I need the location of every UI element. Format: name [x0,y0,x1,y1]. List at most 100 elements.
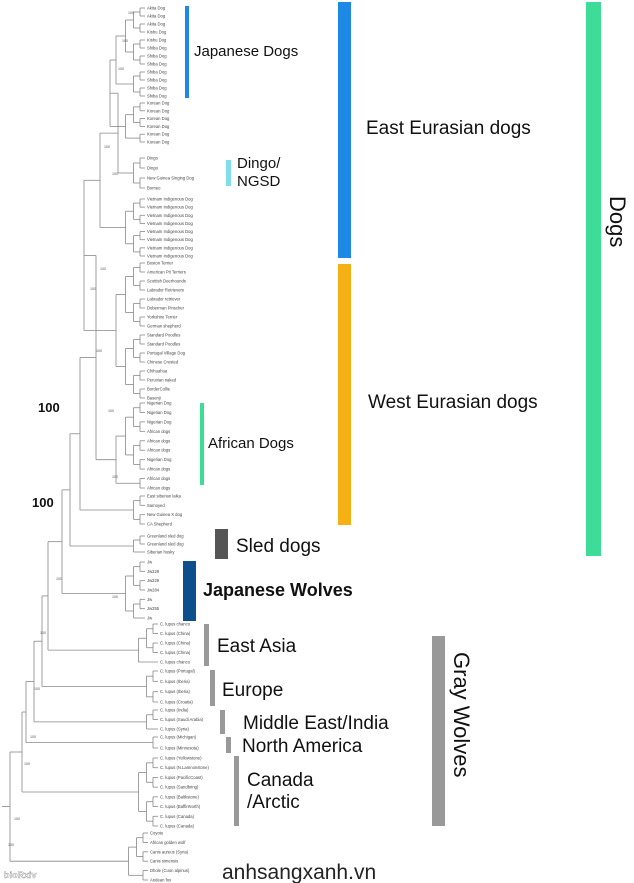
leaf-label: Shiba Dog [147,70,167,75]
leaf-label: Standard Poodles [147,333,180,338]
leaf-label: Vietnam Indigenous Dog [147,221,193,226]
leaf-label: C. lupus chanco [160,660,191,665]
leaf-label: C. lupus (China) [160,641,191,646]
bootstrap-label-bottom: 100 [32,495,54,510]
dingo-label-line2: NGSD [237,173,281,190]
japanese-wolves-bar [183,561,196,621]
african-dogs-label: African Dogs [208,435,294,452]
bootstrap-value: 100 [122,39,128,43]
leaf-label: Jw [147,616,153,621]
leaf-label: C. lupus (N.Lamnonstone) [160,765,209,770]
leaf-label: Kishu Dog [147,30,167,35]
gray-wolves-bar [432,636,445,826]
europe-label: Europe [222,680,283,701]
leaf-label: Akita Dog [147,14,166,19]
west-eurasian-label: West Eurasian dogs [368,392,538,413]
bootstrap-value: 100 [104,145,110,149]
leaf-label: Jw255 [147,606,160,611]
leaf-label: Labrador Retrievers [147,288,184,293]
dingo-label-line1: Dingo/ [237,155,281,172]
leaf-label: Greenland sled dog [147,542,184,547]
leaf-label: New Guinea Singing Dog [147,176,195,181]
leaf-label: African dogs [147,467,170,472]
leaf-label: Nigerian Dog [147,401,172,406]
leaf-label: C. lupus (Yellowstone) [160,756,202,761]
leaf-label: Chinese Crested [147,360,179,365]
leaf-label: East siberian laika [147,494,182,499]
japanese-dogs-bar [185,6,189,98]
east-asia-bar [204,624,209,666]
leaf-label: African dogs [147,448,170,453]
leaf-label: Greenland sled dog [147,534,184,539]
dingo-bar [226,160,231,186]
leaf-label: CA Shepherd [147,522,173,527]
leaf-label: Scottish Deerhounds [147,279,186,284]
leaf-label: Canis simensis [150,859,178,864]
leaf-label: Vietnam Indigenous Dog [147,197,193,202]
bootstrap-value: 100 [96,349,102,353]
leaf-label: Korean Dog [147,132,170,137]
bootstrap-value: 100 [34,687,40,691]
bootstrap-value: 100 [24,762,30,766]
leaf-label: Peruvian naked [147,378,177,383]
leaf-label: Shiba Dog [147,46,167,51]
leaf-label: C. lupus (Saudi Arabia) [160,717,204,722]
leaf-label: Jw229 [147,578,160,583]
leaf-label: Korean Dog [147,116,170,121]
sled-dogs-label: Sled dogs [236,536,321,557]
leaf-label: Basenji [147,396,161,401]
leaf-label: Andean fox [150,878,172,883]
sled-dogs-bar [215,529,228,559]
bootstrap-value: 100 [100,267,106,271]
leaf-label: Labrador retriever [147,297,181,302]
bootstrap-value: 100 [14,817,20,821]
leaf-label: Akita Dog [147,22,166,27]
watermark-text: anhsangxanh.vn [222,861,376,883]
leaf-labels: Akita Dog Akita Dog Akita Dog Kishu Dog Kish… [8,6,209,883]
african-dogs-bar [200,403,204,485]
west-eurasian-bar [338,264,351,525]
canada-label-line2: /Arctic [247,792,300,813]
leaf-label: BorderCollie [147,387,171,392]
leaf-label: Boston Terrier [147,261,174,266]
leaf-label: Standard Poodles [147,342,180,347]
leaf-label: Nigerian Dog [147,419,172,424]
leaf-label: Nigerian Dog [147,410,172,415]
bootstrap-value: 100 [112,172,118,176]
leaf-label: Shiba Dog [147,94,167,99]
leaf-label: C. lupus (China) [160,650,191,655]
dogs-label: Dogs [605,196,630,247]
leaf-label: C. lupus (Minnesota) [160,746,199,751]
leaf-label: Jw [147,597,153,602]
leaf-label: Shiba Dog [147,78,167,83]
leaf-label: Dhole (Cuon alpinus) [150,868,190,873]
leaf-label: New Guinea X dog [147,512,183,517]
middle-east-bar [220,710,225,734]
leaf-label: Coyote [150,831,164,836]
leaf-label: Korean Dog [147,140,170,145]
bootstrap-value: 100 [112,595,118,599]
leaf-label: Korean Dog [147,101,170,106]
bootstrap-value: 100 [30,735,36,739]
leaf-label: Shiba Dog [147,54,167,59]
leaf-label: Siberian husky [147,550,175,555]
leaf-label: Nigerian Dog [147,457,172,462]
leaf-label: Vietnam Indigenous Dog [147,213,193,218]
leaf-label: Vietnam Indigenous Dog [147,205,193,210]
tree-branches [2,7,158,881]
leaf-label: Dingo [147,166,159,171]
leaf-label: C. lupus (China) [160,631,191,636]
leaf-label: German shepherd [147,324,181,329]
leaf-label: Shiba Dog [147,86,167,91]
leaf-label: C. lupus (Syria) [160,727,189,732]
leaf-label: C. lupus (Croatia) [160,700,193,705]
leaf-label: African dogs [147,486,170,491]
japanese-wolves-label: Japanese Wolves [203,580,353,600]
bootstrap-value: 100 [128,11,134,15]
leaf-label: Yorkshire Terrier [147,315,178,320]
leaf-label: C. lupus (India) [160,708,189,713]
leaf-label: Vietnam Indigenous Dog [147,254,193,259]
gray-wolves-label: Gray Wolves [449,652,474,778]
